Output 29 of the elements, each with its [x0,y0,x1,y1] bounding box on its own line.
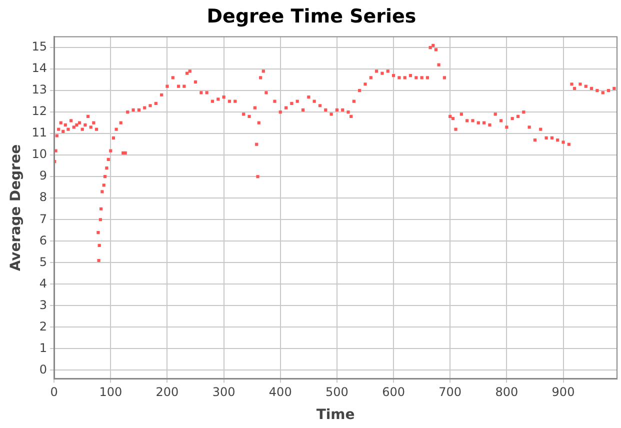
x-tick-label: 900 [552,385,575,400]
x-tick-label: 700 [438,385,462,400]
y-tick-label: 4 [39,276,48,290]
x-axis-title: Time [316,407,355,424]
y-tick-label: 7 [39,212,48,226]
x-tick-label: 300 [212,385,236,400]
x-tick-label: 600 [382,385,405,400]
x-tick-label: 400 [268,385,292,400]
y-tick-label: 9 [39,168,48,183]
y-tick-label: 2 [39,319,48,334]
chart-title: Degree Time Series [206,5,416,28]
y-tick-label: 15 [32,40,48,54]
y-tick-label: 11 [32,126,48,140]
x-tick-label: 500 [325,385,348,400]
y-tick-label: 1 [39,340,48,355]
y-tick-label: 13 [32,82,48,97]
x-tick-label: 800 [495,385,518,400]
y-tick-label: 14 [32,61,48,76]
y-tick-label: 3 [39,298,48,312]
x-tick-label: 100 [99,385,122,400]
y-tick-label: 8 [39,190,48,204]
y-tick-label: 10 [32,147,48,162]
x-tick-label: 200 [156,385,179,400]
y-tick-label: 12 [32,104,48,118]
y-tick-label: 5 [39,254,48,269]
y-axis-title: Average Degree [8,144,24,272]
y-tick-label: 6 [39,233,48,248]
x-tick-label: 0 [50,385,58,400]
y-tick-label: 0 [39,362,48,376]
